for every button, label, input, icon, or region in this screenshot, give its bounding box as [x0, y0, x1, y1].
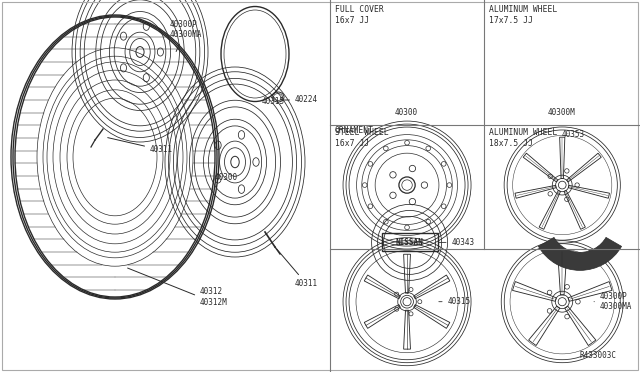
Text: ALUMINUM WHEEL: ALUMINUM WHEEL: [490, 5, 557, 14]
Text: 40353: 40353: [562, 130, 585, 139]
Text: 16x7 JJ: 16x7 JJ: [335, 139, 369, 148]
Text: 40315: 40315: [262, 97, 285, 106]
Text: FULL COVER: FULL COVER: [335, 5, 383, 14]
Text: 40312
40312M: 40312 40312M: [127, 268, 228, 307]
Text: ALUMINUM WHEEL: ALUMINUM WHEEL: [490, 128, 557, 137]
Text: 16x7 JJ: 16x7 JJ: [335, 16, 369, 25]
Text: 40300P
40300MA: 40300P 40300MA: [594, 292, 632, 311]
Text: 40300P
40300MA: 40300P 40300MA: [170, 20, 202, 51]
Text: ORNAMENT: ORNAMENT: [335, 126, 374, 135]
Text: 40300M: 40300M: [547, 108, 575, 117]
Text: 18x7.5 JJ: 18x7.5 JJ: [490, 139, 533, 148]
Text: 40300: 40300: [215, 173, 238, 182]
Text: 40311: 40311: [108, 138, 173, 154]
Text: NISSAN: NISSAN: [396, 238, 424, 247]
Text: 40224: 40224: [0, 371, 1, 372]
Text: 40315: 40315: [439, 297, 471, 306]
Bar: [381, 233, 438, 251]
Text: 40224: 40224: [281, 96, 318, 105]
Text: R433003C: R433003C: [580, 351, 617, 360]
Text: 40300: 40300: [395, 108, 418, 117]
Text: 40343: 40343: [438, 238, 475, 247]
Text: 17x7.5 JJ: 17x7.5 JJ: [490, 16, 533, 25]
Text: 40311: 40311: [277, 249, 318, 289]
Wedge shape: [538, 237, 621, 270]
Text: STEEL WHEEL: STEEL WHEEL: [335, 128, 388, 137]
